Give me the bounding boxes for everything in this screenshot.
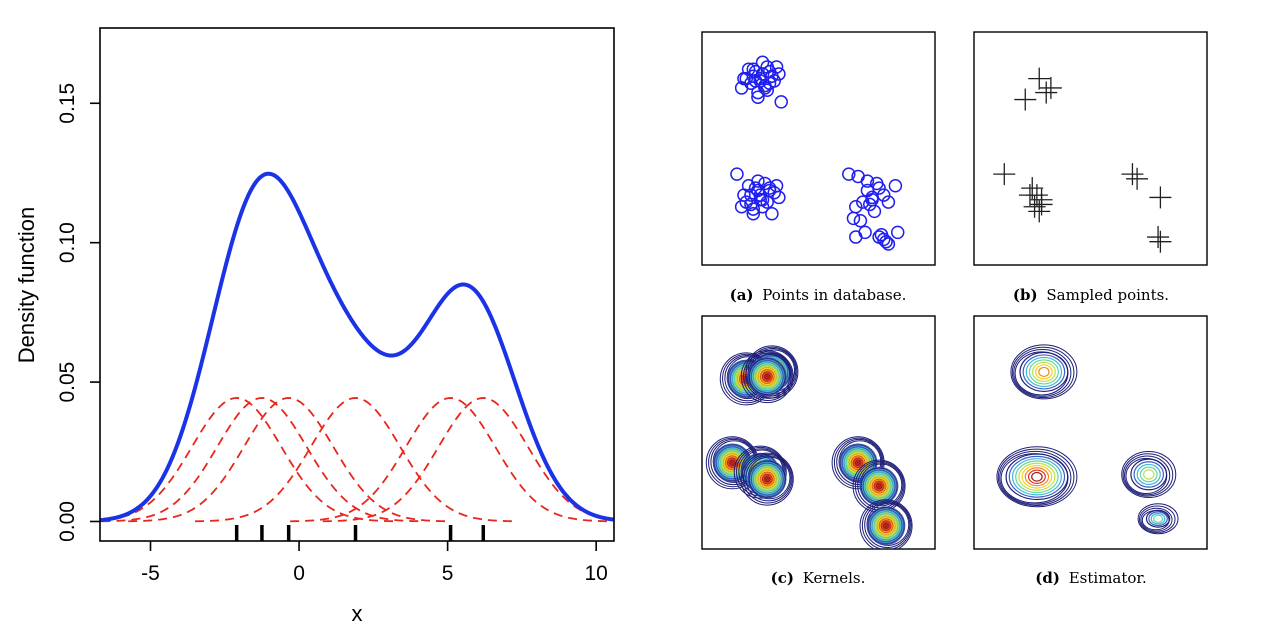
y-axis: 0.00 0.05 0.10 0.15 (56, 83, 100, 542)
panel-b: (b) Sampled points. (974, 32, 1207, 304)
kernel-curve-5 (290, 398, 611, 521)
panel-a: (a) Points in database. (702, 32, 935, 304)
kernel-contour-6 (741, 453, 793, 505)
x-tick-label-2: 0 (293, 562, 305, 585)
y-tick-label-2: 0.05 (56, 362, 79, 403)
kernel-curve-6 (323, 398, 644, 521)
contour-level (764, 476, 770, 482)
y-tick-label-1: 0.00 (56, 501, 79, 542)
panel-c-caption-label: (c) (771, 569, 794, 587)
y-tick-label-3: 0.10 (56, 222, 79, 263)
density-estimate (100, 174, 613, 520)
x-tick-label-1: -5 (141, 562, 160, 585)
panel-a-caption-text: Points in database. (762, 286, 906, 304)
plot-frame (100, 28, 614, 541)
panel-d: (d) Estimator. (974, 316, 1207, 587)
panel-d-caption: (d) Estimator. (1035, 569, 1146, 587)
x-tick-label-4: 10 (584, 562, 607, 585)
x-axis-label: x (352, 601, 363, 626)
panel-a-caption-label: (a) (730, 286, 754, 304)
y-tick-label-4: 0.15 (56, 83, 79, 124)
contour-level (876, 483, 882, 489)
panel-d-caption-label: (d) (1035, 569, 1060, 587)
contour-level (855, 460, 861, 466)
x-axis: -5 0 5 10 (141, 541, 608, 585)
density-chart: -5 0 5 10 0.00 0.05 0.10 0.15 x Density functi… (14, 28, 644, 626)
density-estimate-line (100, 174, 613, 520)
sample-rug (237, 525, 484, 541)
panel-d-frame (974, 316, 1207, 549)
panel-b-caption-text: Sampled points. (1046, 286, 1169, 304)
panel-a-frame (702, 32, 935, 265)
x-tick-label-3: 5 (442, 562, 454, 585)
panel-c: (c) Kernels. (702, 316, 935, 587)
y-axis-label: Density function (14, 207, 39, 364)
kernel-curves (76, 398, 643, 521)
contour-level (764, 374, 770, 380)
kernel-contour-9 (860, 500, 912, 552)
panel-c-caption: (c) Kernels. (771, 569, 866, 587)
panel-b-caption: (b) Sampled points. (1013, 286, 1169, 304)
kernel-contour-3 (741, 351, 793, 403)
panel-c-caption-text: Kernels. (803, 569, 866, 587)
panel-b-frame (974, 32, 1207, 265)
panel-b-caption-label: (b) (1013, 286, 1038, 304)
panel-a-caption: (a) Points in database. (730, 286, 907, 304)
contour-level (729, 460, 735, 466)
panel-d-caption-text: Estimator. (1069, 569, 1147, 587)
kernel-curve-4 (195, 398, 516, 521)
contour-level (883, 523, 889, 529)
